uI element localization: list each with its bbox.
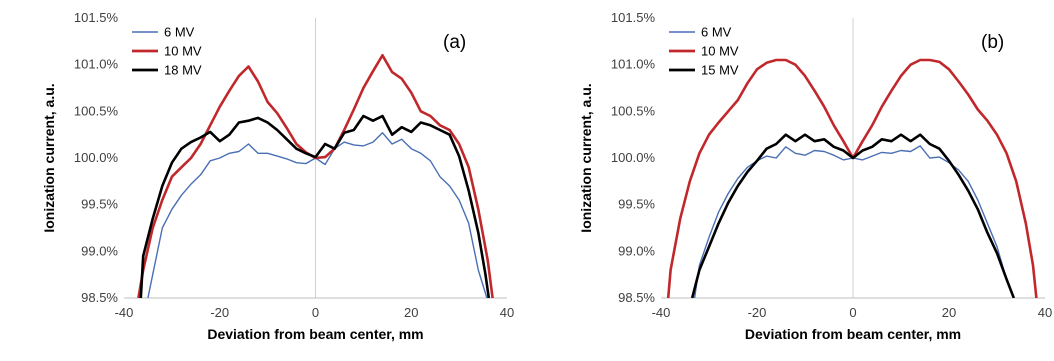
- y-tick-label: 98.5%: [618, 290, 655, 305]
- x-tick-label: -40: [652, 305, 671, 320]
- y-tick-label: 99.0%: [81, 243, 118, 258]
- y-axis-title: Ionization current, a.u.: [41, 83, 57, 232]
- legend-label: 10 MV: [701, 44, 739, 59]
- x-tick-label: 40: [500, 305, 514, 320]
- y-tick-label: 99.5%: [618, 197, 655, 212]
- legend-label: 6 MV: [701, 25, 732, 40]
- x-tick-label: 0: [312, 305, 319, 320]
- y-tick-label: 101.0%: [74, 57, 119, 72]
- x-tick-label: 20: [942, 305, 956, 320]
- legend-label: 18 MV: [164, 63, 202, 78]
- x-tick-label: -40: [115, 305, 134, 320]
- y-tick-label: 101.5%: [74, 10, 119, 25]
- chart-panel-b: 98.5% 99.0% 99.5% 100.0% 100.5% 101.0% 101.5% -…: [578, 10, 1052, 342]
- y-tick-label: 99.0%: [618, 243, 655, 258]
- panel-label: (b): [981, 32, 1004, 53]
- y-tick-label: 101.0%: [611, 57, 656, 72]
- x-axis-title: Deviation from beam center, mm: [745, 326, 961, 342]
- y-tick-label: 99.5%: [81, 197, 118, 212]
- legend-label: 10 MV: [164, 44, 202, 59]
- x-tick-label: -20: [748, 305, 767, 320]
- x-axis-title: Deviation from beam center, mm: [207, 326, 423, 342]
- y-tick-label: 98.5%: [81, 290, 118, 305]
- y-tick-label: 100.5%: [74, 103, 119, 118]
- y-tick-label: 100.5%: [611, 103, 656, 118]
- x-tick-label: 40: [1038, 305, 1052, 320]
- chart-panel-a: 98.5% 99.0% 99.5% 100.0% 100.5% 101.0% 101.5% -…: [41, 10, 514, 342]
- legend-label: 6 MV: [164, 25, 195, 40]
- legend-label: 15 MV: [701, 63, 739, 78]
- x-tick-label: 20: [404, 305, 418, 320]
- series-line-6-mv: [693, 145, 1015, 298]
- panel-label: (a): [443, 32, 466, 53]
- series-line-10-mv: [666, 58, 1038, 298]
- series-line-18-mv: [139, 114, 491, 298]
- y-tick-label: 100.0%: [611, 150, 656, 165]
- y-tick-label: 101.5%: [611, 10, 656, 25]
- y-axis-title: Ionization current, a.u.: [578, 83, 594, 232]
- y-tick-label: 100.0%: [74, 150, 119, 165]
- x-tick-label: 0: [849, 305, 856, 320]
- x-tick-label: -20: [210, 305, 229, 320]
- series-line-15-mv: [690, 133, 1016, 298]
